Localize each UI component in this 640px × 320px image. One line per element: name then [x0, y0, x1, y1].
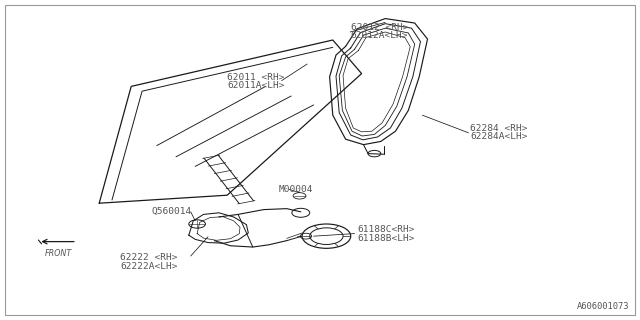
Text: A606001073: A606001073 [577, 302, 630, 311]
Text: 62011 <RH>: 62011 <RH> [227, 73, 285, 82]
Text: 62222 <RH>: 62222 <RH> [120, 253, 178, 262]
Text: 62284 <RH>: 62284 <RH> [470, 124, 528, 133]
Text: 62012 <RH>: 62012 <RH> [351, 23, 408, 32]
Text: Q560014: Q560014 [152, 207, 192, 216]
Text: 62011A<LH>: 62011A<LH> [227, 81, 285, 90]
Text: 61188B<LH>: 61188B<LH> [357, 234, 415, 243]
Text: FRONT: FRONT [45, 249, 72, 258]
Text: 61188C<RH>: 61188C<RH> [357, 225, 415, 234]
Text: 62222A<LH>: 62222A<LH> [120, 262, 178, 271]
Text: 62012A<LH>: 62012A<LH> [351, 31, 408, 40]
Text: 62284A<LH>: 62284A<LH> [470, 132, 528, 141]
Text: M00004: M00004 [278, 185, 313, 194]
